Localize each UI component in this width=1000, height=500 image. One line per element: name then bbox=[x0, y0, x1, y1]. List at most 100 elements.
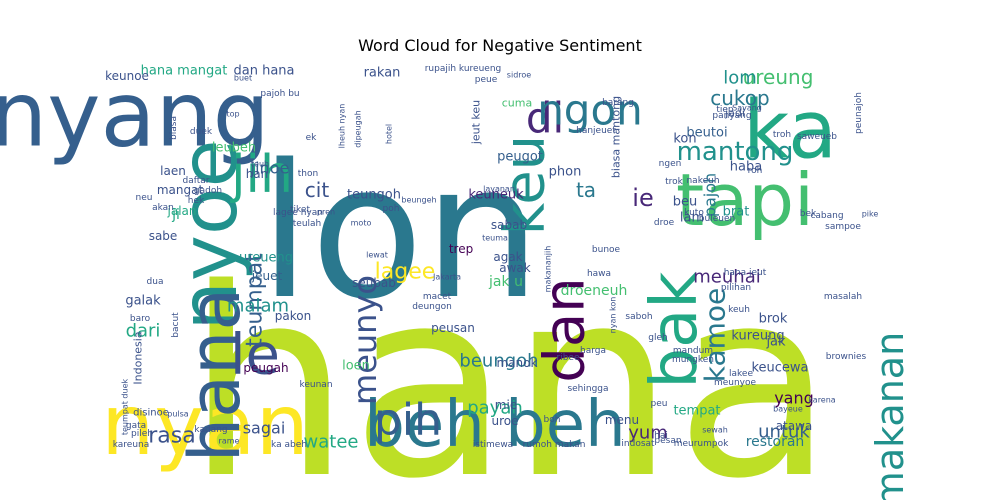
word-sabe: sabe bbox=[149, 229, 178, 243]
word-panyang: panyang bbox=[712, 111, 751, 121]
word-hana-mangat: hana mangat bbox=[141, 64, 228, 79]
word-uroe: uroe bbox=[492, 414, 519, 428]
word-dan-hana: dan hana bbox=[233, 64, 294, 79]
word-tapi: tapi bbox=[676, 158, 814, 242]
word-sagai: sagai bbox=[243, 419, 286, 438]
word-watee: watee bbox=[304, 432, 359, 453]
word-manok: manok bbox=[497, 356, 538, 370]
word-thon: thon bbox=[298, 169, 318, 179]
word-menu: menu bbox=[605, 413, 639, 427]
word-jeuet: jeuet bbox=[251, 269, 283, 283]
word-hek: hek bbox=[188, 196, 205, 206]
word-le: le bbox=[230, 323, 280, 388]
word-meurumpok: meurumpok bbox=[674, 439, 729, 449]
word-peugot: peugot bbox=[497, 150, 543, 165]
word-hai: hai bbox=[654, 431, 668, 441]
word-pakon: pakon bbox=[275, 309, 311, 323]
word-buleuen: buleuen bbox=[699, 214, 735, 224]
word-nyan: nyan bbox=[101, 376, 309, 474]
word-lewat: lewat bbox=[366, 251, 388, 260]
word-ji: ji bbox=[171, 207, 180, 223]
word-moto: moto bbox=[351, 219, 372, 228]
word-droeneuh: droeneuh bbox=[561, 283, 628, 299]
word-ngen: ngen bbox=[659, 159, 682, 169]
word-akan: akan bbox=[152, 203, 174, 213]
word-hana: hana bbox=[186, 234, 834, 500]
word-lam: lam bbox=[680, 211, 704, 226]
word-kuto: kuto bbox=[684, 208, 704, 218]
word-droe: droe bbox=[654, 218, 675, 228]
word-hana-jeut: hana jeut bbox=[724, 268, 767, 278]
word-ureung: ureung bbox=[743, 65, 814, 89]
word-bayeue: bayeue bbox=[773, 405, 803, 414]
word-teulah: teulah bbox=[293, 219, 322, 229]
word-peu: peu bbox=[651, 399, 668, 409]
word-roh: roh bbox=[748, 166, 763, 176]
word-karena: karena bbox=[808, 396, 836, 405]
word-rasa: rasa bbox=[148, 424, 195, 449]
word-hawa: hawa bbox=[587, 269, 611, 279]
word-tiep: tiep bbox=[716, 105, 734, 115]
word-hana: hana bbox=[174, 288, 256, 463]
word-rakan: rakan bbox=[364, 66, 401, 81]
word-kadang: kadang bbox=[194, 425, 227, 435]
word-barang: barang bbox=[602, 98, 634, 108]
word-pike: pike bbox=[862, 210, 879, 219]
word-lagee-nyan: lagee nyan bbox=[273, 208, 323, 218]
word-payah: payah bbox=[467, 398, 523, 419]
word-nakeuh: nakeuh bbox=[686, 176, 719, 186]
word-peusan: peusan bbox=[431, 321, 475, 335]
word-mantong: mantong bbox=[677, 137, 794, 167]
word-bek: bek bbox=[800, 209, 817, 219]
word-macet: macet bbox=[423, 292, 452, 302]
word-meunyoe: meunyoe bbox=[714, 378, 757, 388]
word-rame: rame bbox=[219, 437, 240, 446]
word-mangat: mangat bbox=[157, 183, 204, 197]
word-sampoe: sampoe bbox=[825, 222, 861, 232]
word-han: han bbox=[246, 167, 269, 181]
word-saweueb: saweueb bbox=[797, 132, 837, 142]
word-makananjih: makananjih bbox=[544, 246, 553, 293]
word-gata: gata bbox=[126, 421, 146, 431]
word-sabab: sabab bbox=[491, 218, 527, 232]
word-dua: dua bbox=[147, 277, 164, 287]
word-keucewa: keucewa bbox=[751, 361, 808, 376]
word-brok: brok bbox=[759, 312, 788, 327]
word-gleh: gleh bbox=[648, 333, 667, 343]
word-disinoe: disinoe bbox=[133, 408, 169, 419]
word-jakarta: Jakarta bbox=[432, 273, 461, 282]
word-pesan: pesan bbox=[654, 436, 681, 446]
word-buet: buet bbox=[234, 74, 252, 83]
word-kareuna: kareuna bbox=[113, 440, 150, 450]
word-keuh: keuh bbox=[728, 305, 750, 315]
word-boh: boh bbox=[544, 415, 561, 425]
word-atawa: atawa bbox=[776, 419, 813, 433]
word-di: di bbox=[526, 94, 564, 143]
word-poh: poh bbox=[383, 204, 400, 214]
word-troh: troh bbox=[773, 130, 791, 140]
word-kon: kon bbox=[673, 132, 696, 147]
word-gadoh: gadoh bbox=[194, 186, 222, 196]
word-keu: keu bbox=[493, 135, 558, 235]
word-teungoh: teungoh bbox=[347, 188, 401, 203]
word-loen: loen bbox=[342, 359, 370, 374]
word-dipeugah: dipeugah bbox=[354, 110, 363, 147]
word-top: top bbox=[226, 110, 239, 119]
word-seubab: seubab bbox=[352, 276, 396, 290]
word-cit: cit bbox=[305, 178, 330, 202]
word-lagee: lagee bbox=[375, 260, 436, 285]
word-layanan: layanan bbox=[483, 185, 515, 194]
word-rumoh-makan: rumoh makan bbox=[523, 440, 586, 450]
word-baro: baro bbox=[130, 314, 151, 324]
word-peugah: peugah bbox=[243, 361, 288, 375]
chart-title: Word Cloud for Negative Sentiment bbox=[358, 36, 642, 55]
word-ta: ta bbox=[576, 178, 596, 202]
word-nyan-kon: nyan kon bbox=[609, 297, 618, 334]
word-ngon: ngon bbox=[537, 86, 643, 135]
word-jak-u: jak u bbox=[488, 274, 523, 290]
word-pajoh: pajoh bbox=[701, 173, 720, 217]
word-deungon: deungon bbox=[412, 302, 452, 312]
word-restoran: restoran bbox=[746, 434, 805, 450]
word-pilihan: pilihan bbox=[721, 283, 751, 293]
word-rupajih-kureueng: rupajih kureueng bbox=[425, 64, 502, 74]
